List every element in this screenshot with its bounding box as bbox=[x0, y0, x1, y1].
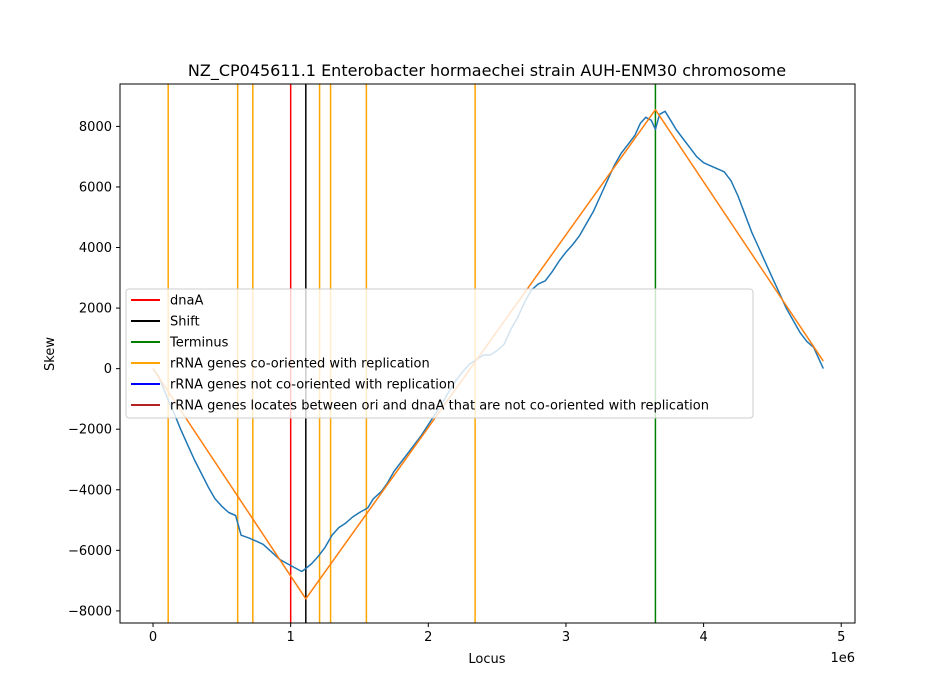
x-tick-label: 5 bbox=[837, 630, 845, 645]
chart-title: NZ_CP045611.1 Enterobacter hormaechei st… bbox=[188, 61, 786, 81]
legend-label: dnaA bbox=[170, 294, 203, 309]
y-tick-label: −4000 bbox=[68, 483, 112, 498]
y-tick-label: −2000 bbox=[68, 423, 112, 438]
y-tick-label: −8000 bbox=[68, 604, 112, 619]
x-tick-label: 3 bbox=[562, 630, 570, 645]
plot-frame bbox=[119, 83, 856, 624]
y-tick-label: −6000 bbox=[68, 544, 112, 559]
legend-label: rRNA genes co-oriented with replication bbox=[170, 357, 430, 372]
y-tick-label: 8000 bbox=[79, 120, 112, 135]
legend-label: rRNA genes locates between ori and dnaA … bbox=[170, 399, 709, 414]
y-axis-ticks: −8000 −6000 −4000 −2000 0 2000 4000 6000 8000 bbox=[68, 120, 120, 619]
y-axis-label: Skew bbox=[43, 337, 58, 371]
legend-label: rRNA genes not co-oriented with replicat… bbox=[170, 378, 455, 393]
legend-box bbox=[125, 288, 754, 419]
x-axis-ticks: 0 1 2 3 4 5 bbox=[149, 623, 845, 645]
y-tick-label: 2000 bbox=[79, 302, 112, 317]
y-tick-label: 4000 bbox=[79, 241, 112, 256]
legend-label: Terminus bbox=[169, 336, 229, 351]
x-axis-offset-label: 1e6 bbox=[830, 651, 855, 666]
legend: dnaA Shift Terminus rRNA genes co-oriented … bbox=[125, 288, 754, 419]
x-tick-label: 4 bbox=[699, 630, 707, 645]
x-tick-label: 2 bbox=[424, 630, 432, 645]
x-axis-label: Locus bbox=[468, 652, 505, 667]
y-tick-label: 0 bbox=[104, 362, 112, 377]
x-tick-label: 0 bbox=[149, 630, 157, 645]
legend-label: Shift bbox=[170, 315, 200, 330]
y-tick-label: 6000 bbox=[79, 180, 112, 195]
x-tick-label: 1 bbox=[287, 630, 295, 645]
